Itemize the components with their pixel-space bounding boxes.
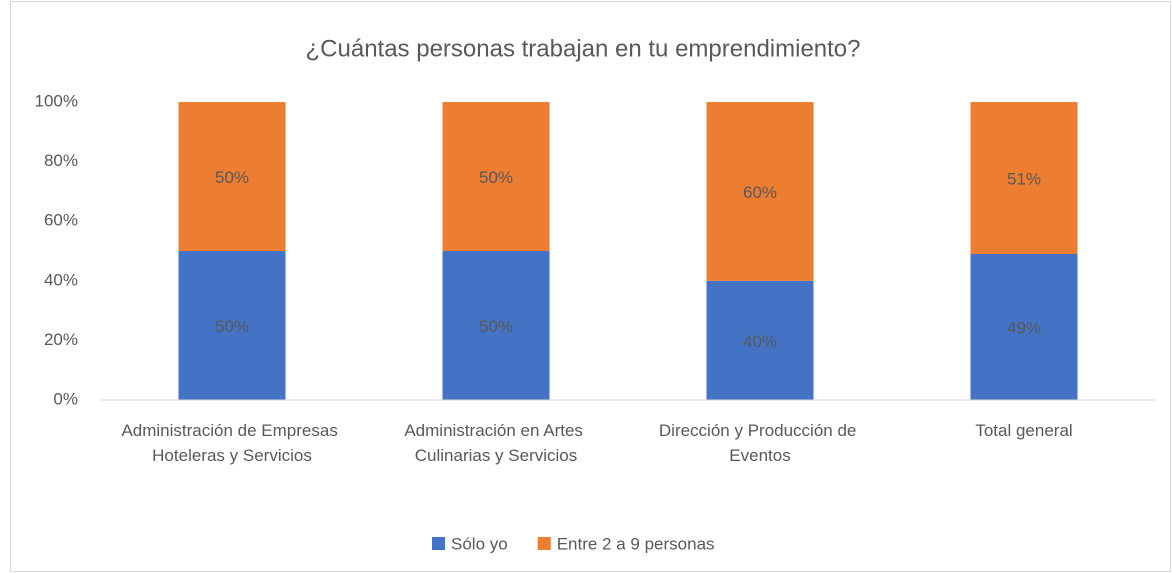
data-label: 50% xyxy=(479,317,513,336)
legend-swatch xyxy=(537,537,551,550)
x-tick-label-line: Administración de Empresas xyxy=(121,421,342,440)
x-tick-label: Dirección y Producción de Eventos xyxy=(659,421,861,465)
x-tick-label-line: Eventos xyxy=(729,446,790,465)
bar-segment xyxy=(442,251,550,400)
x-tick-label: Total general xyxy=(975,421,1072,440)
bar-segment xyxy=(178,251,286,400)
bar-segment xyxy=(970,253,1078,400)
x-tick-label: Administración de Empresas Hoteleras y S… xyxy=(121,421,342,465)
x-tick-label-line: Administración en Artes xyxy=(404,421,587,440)
y-tick-label: 60% xyxy=(44,211,78,230)
data-label: 60% xyxy=(743,183,777,202)
x-tick-label: Administración en Artes Culinarias y Ser… xyxy=(404,421,587,465)
data-label: 50% xyxy=(215,168,249,187)
data-label: 50% xyxy=(479,168,513,187)
legend-swatch xyxy=(432,537,445,550)
data-label: 49% xyxy=(1007,318,1041,337)
x-tick-label-line: Culinarias y Servicios xyxy=(415,446,578,465)
bar-segment xyxy=(706,280,814,400)
bar-segment xyxy=(970,102,1078,254)
data-label: 40% xyxy=(743,332,777,351)
data-label: 51% xyxy=(1007,169,1041,188)
y-tick-label: 100% xyxy=(35,91,78,110)
x-tick-label-line: Dirección y Producción de xyxy=(659,421,861,440)
y-tick-label: 20% xyxy=(44,330,78,349)
data-label: 50% xyxy=(215,317,249,336)
chart-title: ¿Cuántas personas trabajan en tu emprend… xyxy=(306,35,861,62)
legend-label: Entre 2 a 9 personas xyxy=(557,534,715,553)
bar-segment xyxy=(706,102,814,281)
x-tick-label-line: Hoteleras y Servicios xyxy=(152,446,312,465)
y-tick-label: 40% xyxy=(44,270,78,289)
y-tick-label: 80% xyxy=(44,151,78,170)
y-tick-label: 0% xyxy=(53,389,78,408)
bar-segment xyxy=(178,102,286,251)
x-tick-label-line: Total general xyxy=(975,421,1072,440)
bar-segment xyxy=(442,102,550,251)
legend-label: Sólo yo xyxy=(451,534,508,553)
